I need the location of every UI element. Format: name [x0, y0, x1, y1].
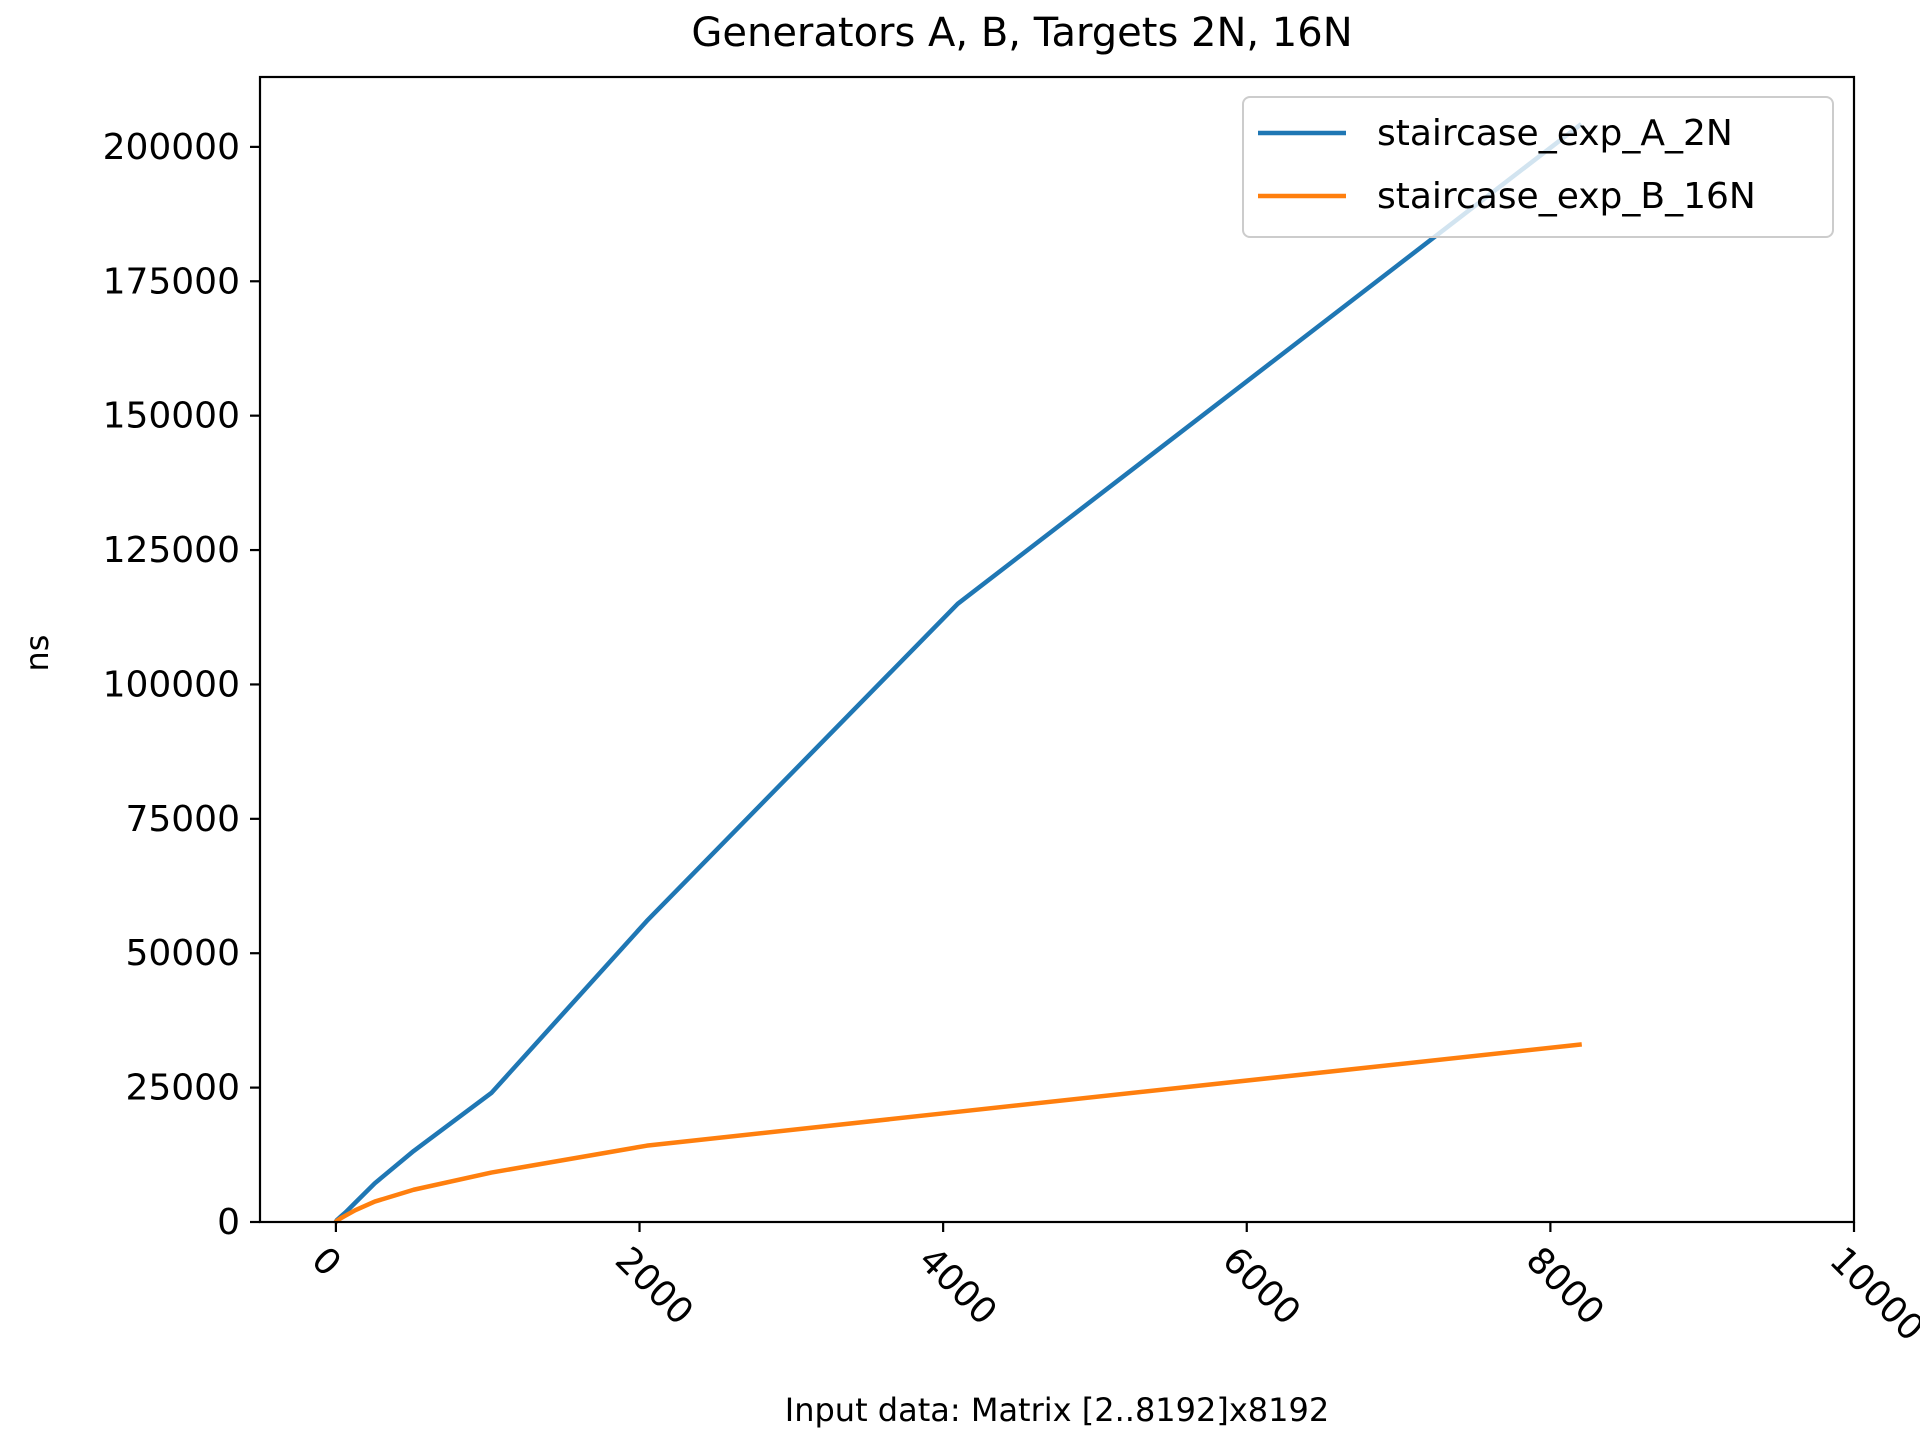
series-group [333, 122, 1583, 1225]
y-axis-ticks: 0 25000 50000 75000 100000 125000 150000 175000… [103, 127, 260, 1243]
y-tick-label: 0 [217, 1202, 240, 1243]
x-axis-label: Input data: Matrix [2..8192]x8192 [785, 1391, 1329, 1429]
y-tick-label: 50000 [125, 933, 240, 974]
y-tick-label: 150000 [103, 396, 240, 437]
series-line-staircase-exp-b-16n [333, 1042, 1583, 1225]
chart-title: Generators A, B, Targets 2N, 16N [691, 10, 1352, 56]
plot-area-frame [258, 75, 1856, 1224]
legend-label-staircase-exp-b-16n: staircase_exp_B_16N [1377, 176, 1756, 217]
y-axis-label: ns [18, 635, 56, 672]
y-tick-label: 100000 [103, 664, 240, 705]
y-tick-label: 175000 [103, 261, 240, 302]
legend: staircase_exp_A_2N staircase_exp_B_16N [1242, 96, 1834, 238]
legend-label-staircase-exp-a-2n: staircase_exp_A_2N [1377, 113, 1733, 154]
y-tick-label: 25000 [125, 1068, 240, 1109]
legend-box [1242, 96, 1834, 238]
y-tick-label: 75000 [125, 799, 240, 840]
y-tick-label: 125000 [103, 530, 240, 571]
y-tick-label: 200000 [103, 127, 240, 168]
